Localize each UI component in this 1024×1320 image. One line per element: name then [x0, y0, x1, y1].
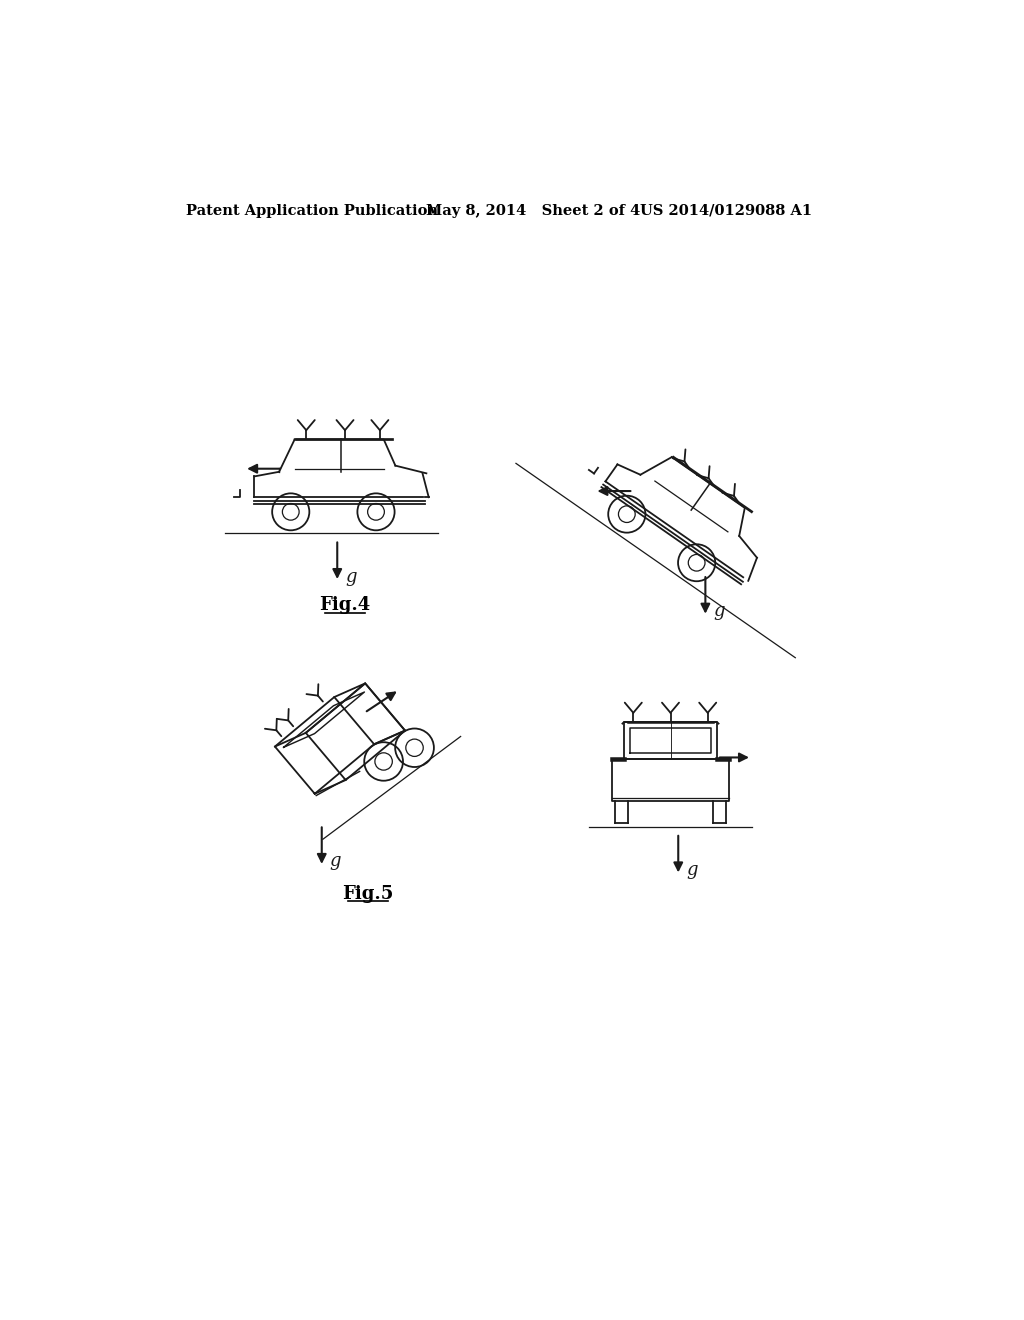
Text: Fig.5: Fig.5 [343, 884, 394, 903]
Text: g: g [330, 851, 341, 870]
Text: Patent Application Publication: Patent Application Publication [186, 203, 438, 218]
Text: May 8, 2014   Sheet 2 of 4: May 8, 2014 Sheet 2 of 4 [426, 203, 641, 218]
Text: g: g [713, 602, 725, 620]
Text: US 2014/0129088 A1: US 2014/0129088 A1 [640, 203, 812, 218]
Text: Fig.4: Fig.4 [319, 597, 371, 614]
Text: g: g [687, 861, 698, 879]
Text: g: g [346, 568, 357, 586]
